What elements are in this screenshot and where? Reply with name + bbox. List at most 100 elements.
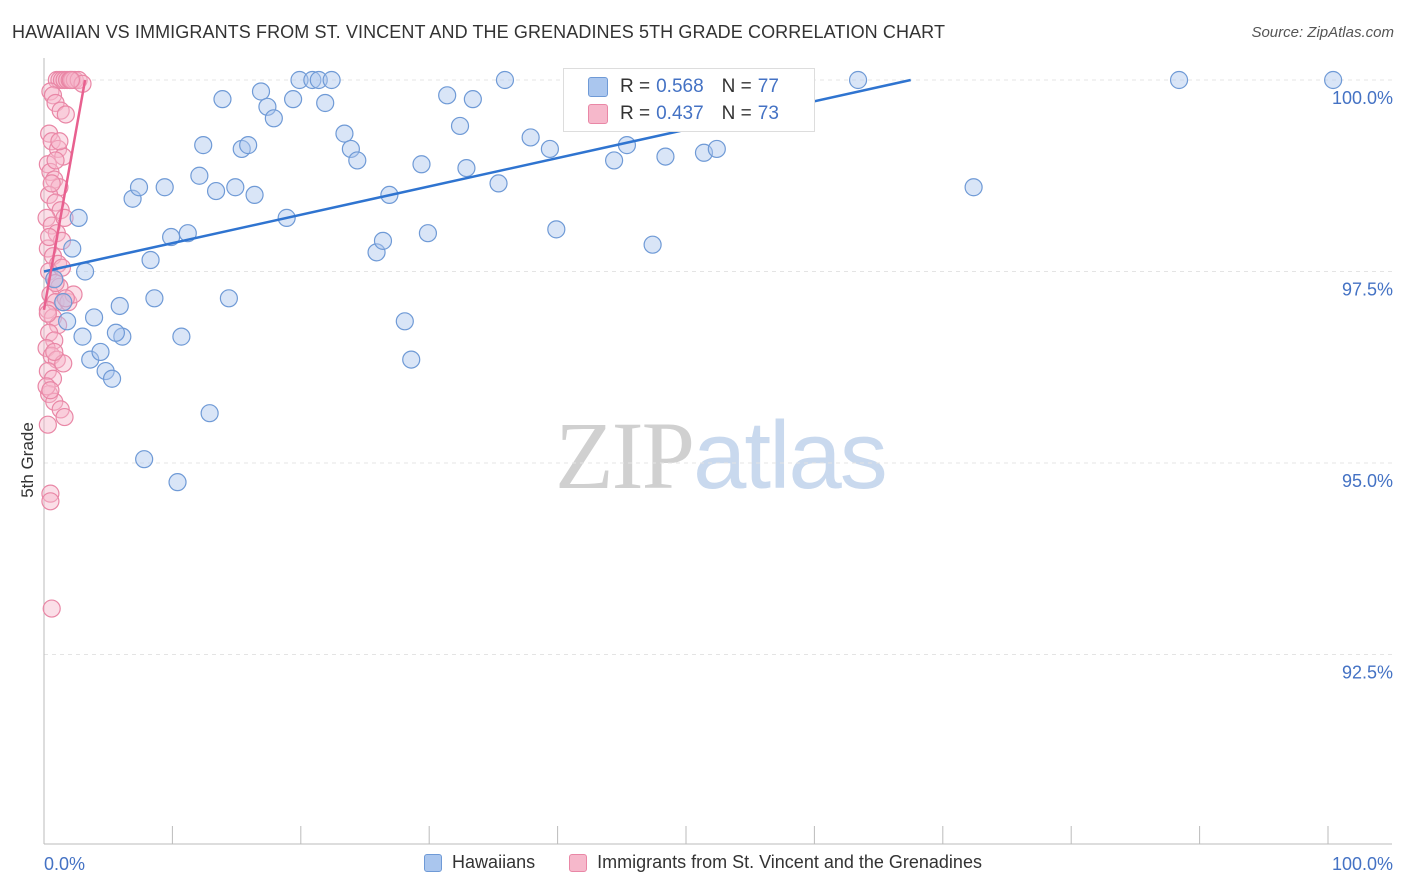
legend-row-hawaiians: R = 0.568 N = 77 <box>588 73 779 101</box>
hawaiian-point <box>964 178 983 197</box>
hawaiian-point <box>81 350 100 369</box>
legend-r-value: 0.568 <box>656 76 704 97</box>
hawaiian-point <box>194 136 213 155</box>
hawaiian-point <box>239 136 258 155</box>
hawaiian-point <box>200 404 219 423</box>
hawaiian-point <box>418 224 438 243</box>
hawaiian-point <box>219 289 238 308</box>
chart-title: HAWAIIAN VS IMMIGRANTS FROM ST. VINCENT … <box>12 22 946 42</box>
immigrant-point <box>41 492 60 511</box>
hawaiian-point <box>264 109 283 128</box>
hawaiian-point <box>521 128 540 147</box>
hawaiian-point <box>547 220 566 239</box>
hawaiian-point <box>395 312 414 331</box>
legend-item-hawaiians: Hawaiians <box>424 852 535 873</box>
hawaiian-point <box>341 139 360 159</box>
hawaiian-point <box>84 308 104 327</box>
legend-swatch-immigrants <box>588 104 608 124</box>
y-axis-title: 5th Grade <box>18 422 37 498</box>
chart-source: Source: ZipAtlas.com <box>1251 24 1394 41</box>
y-tick-label: 97.5% <box>1342 280 1393 300</box>
hawaiian-point <box>190 166 209 185</box>
tick-labels: 100.0% 97.5% 95.0% 92.5% 0.0% 100.0% 5th Grade <box>18 88 1393 874</box>
hawaiian-point <box>75 262 95 281</box>
hawaiian-point <box>145 289 164 308</box>
hawaiian-point <box>707 139 726 159</box>
hawaiian-point <box>540 139 559 159</box>
immigrant-point <box>50 132 69 151</box>
legend-r-value: 0.437 <box>656 103 704 124</box>
hawaiian-point <box>1169 70 1189 90</box>
hawaiian-point <box>102 369 122 388</box>
y-tick-label: 95.0% <box>1342 471 1393 491</box>
hawaiian-point <box>656 147 675 166</box>
immigrant-point <box>42 599 61 618</box>
hawaiian-point <box>604 151 624 170</box>
hawaiian-point <box>643 235 662 254</box>
hawaiian-point <box>290 70 309 90</box>
series-legend: Hawaiians Immigrants from St. Vincent an… <box>0 852 1406 873</box>
grid-lines <box>44 79 1392 655</box>
hawaiian-point <box>335 124 354 143</box>
legend-swatch-hawaiians <box>424 853 443 872</box>
hawaiian-point <box>457 158 476 178</box>
watermark: ZIPatlas <box>555 400 888 511</box>
hawaiian-point <box>251 82 271 101</box>
hawaiian-point <box>463 90 482 109</box>
hawaiian-point <box>106 323 126 342</box>
legend-item-immigrants: Immigrants from St. Vincent and the Gren… <box>569 852 982 873</box>
immigrant-point <box>46 151 65 170</box>
immigrant-point <box>42 174 61 193</box>
hawaiian-point <box>168 473 187 492</box>
immigrant-point <box>38 304 57 323</box>
hawaiian-point <box>69 208 88 227</box>
legend-label-immigrants: Immigrants from St. Vincent and the Gren… <box>597 852 982 872</box>
stats-legend: R = 0.568 N = 77 R = 0.437 N = 73 <box>563 68 815 132</box>
hawaiian-point <box>367 243 386 262</box>
hawaiian-point <box>58 312 77 331</box>
hawaiian-point <box>213 90 232 109</box>
hawaiian-point <box>54 293 73 312</box>
immigrants-trend-line <box>42 79 87 311</box>
x-tick-label: 100.0% <box>1332 854 1393 874</box>
hawaiian-point <box>258 97 277 116</box>
hawaiian-point <box>1324 70 1343 90</box>
y-tick-label: 92.5% <box>1342 663 1393 683</box>
legend-n-value: 77 <box>757 76 779 97</box>
immigrant-point <box>45 342 64 362</box>
y-tick-label: 100.0% <box>1332 88 1393 108</box>
hawaiian-point <box>155 178 174 197</box>
hawaiian-point <box>135 450 154 469</box>
hawaiian-point <box>129 178 149 197</box>
hawaiian-point <box>438 86 457 105</box>
immigrant-point <box>56 105 75 124</box>
hawaiian-point <box>303 70 322 90</box>
legend-label-hawaiians: Hawaiians <box>452 852 536 872</box>
axes <box>43 58 1392 845</box>
hawaiian-point <box>316 93 335 113</box>
legend-n-value: 73 <box>757 103 779 124</box>
hawaiian-point <box>123 189 142 208</box>
legend-swatch-hawaiians <box>588 77 608 97</box>
hawaiians-points <box>45 70 1343 492</box>
hawaiian-point <box>206 181 226 201</box>
hawaiian-point <box>348 151 367 170</box>
hawaiian-point <box>110 296 129 316</box>
legend-row-immigrants: R = 0.437 N = 73 <box>588 100 779 128</box>
watermark-zip: ZIP <box>555 402 695 509</box>
hawaiian-point <box>402 350 421 369</box>
hawaiian-point <box>245 185 264 204</box>
immigrant-point <box>41 484 60 503</box>
hawaiian-point <box>73 327 92 346</box>
hawaiian-point <box>412 155 431 174</box>
hawaiian-point <box>91 342 110 362</box>
legend-n-label: N = <box>721 103 752 124</box>
hawaiian-point <box>495 70 515 90</box>
hawaiian-point <box>373 231 393 250</box>
legend-n-label: N = <box>721 76 752 97</box>
immigrant-point <box>61 70 81 90</box>
legend-r-label: R = <box>620 76 651 97</box>
immigrant-point <box>55 407 74 427</box>
hawaiian-point <box>178 224 197 243</box>
